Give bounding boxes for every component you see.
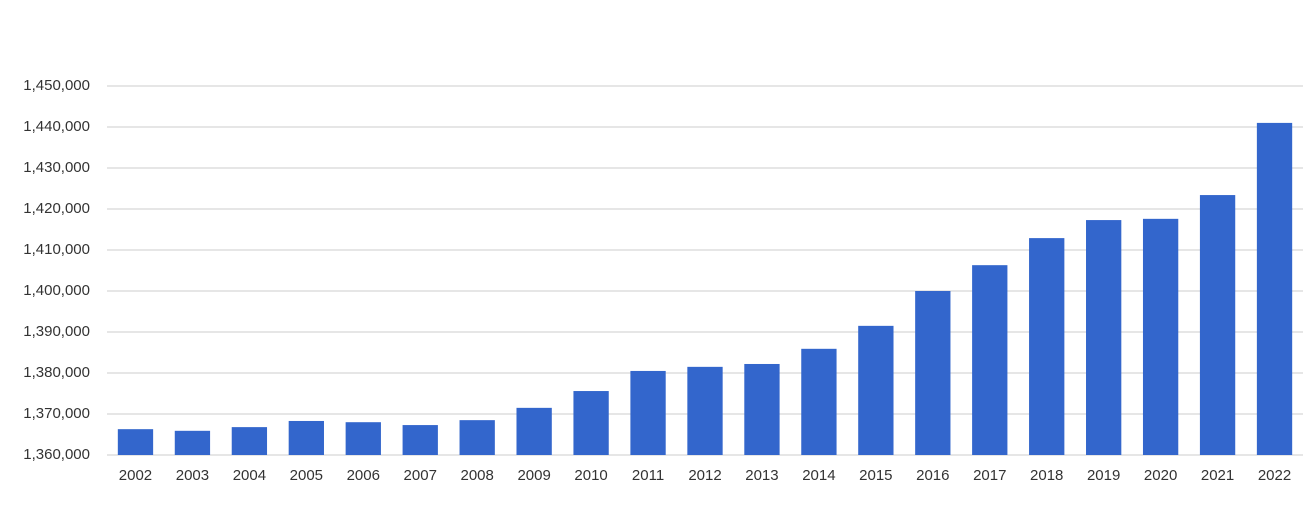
bar	[345, 422, 381, 455]
x-tick-label: 2017	[973, 467, 1006, 484]
bar	[117, 429, 154, 455]
bar	[801, 348, 837, 455]
y-tick-label: 1,420,000	[23, 200, 90, 217]
bar	[915, 291, 951, 455]
bar	[402, 425, 438, 455]
bar	[573, 391, 609, 455]
y-tick-label: 1,430,000	[23, 159, 90, 176]
y-tick-label: 1,380,000	[23, 364, 90, 381]
x-tick-label: 2008	[461, 467, 494, 484]
x-tick-label: 2016	[916, 467, 949, 484]
y-tick-label: 1,410,000	[23, 241, 90, 258]
bar	[1142, 218, 1179, 455]
y-tick-label: 1,400,000	[23, 282, 90, 299]
bar	[744, 363, 780, 455]
x-tick-label: 2002	[119, 467, 152, 484]
bar	[1256, 122, 1293, 456]
bar	[687, 366, 723, 455]
x-tick-label: 2022	[1258, 467, 1291, 484]
x-tick-label: 2009	[517, 467, 550, 484]
x-tick-label: 2006	[347, 467, 380, 484]
bar	[858, 325, 894, 455]
bar	[459, 420, 495, 455]
x-tick-label: 2004	[233, 467, 266, 484]
bar	[972, 265, 1008, 455]
y-tick-label: 1,440,000	[23, 118, 90, 135]
bar	[288, 420, 324, 455]
y-tick-label: 1,360,000	[23, 446, 90, 463]
bar	[1086, 220, 1122, 455]
bar	[231, 427, 268, 455]
x-tick-label: 2007	[404, 467, 437, 484]
x-tick-label: 2005	[290, 467, 323, 484]
y-tick-label: 1,370,000	[23, 405, 90, 422]
bar	[1199, 195, 1236, 455]
x-tick-label: 2021	[1201, 467, 1234, 484]
bar	[516, 407, 552, 455]
bar	[1029, 238, 1065, 455]
x-tick-label: 2011	[632, 467, 664, 484]
x-tick-label: 2015	[859, 467, 892, 484]
x-tick-label: 2018	[1030, 467, 1063, 484]
x-tick-label: 2012	[688, 467, 721, 484]
bar	[630, 370, 666, 455]
x-tick-label: 2019	[1087, 467, 1120, 484]
x-tick-label: 2010	[574, 467, 607, 484]
x-tick-label: 2014	[802, 467, 835, 484]
x-tick-label: 2013	[745, 467, 778, 484]
bar	[174, 430, 211, 455]
y-tick-label: 1,390,000	[23, 323, 90, 340]
x-tick-label: 2020	[1144, 467, 1177, 484]
y-tick-label: 1,450,000	[23, 77, 90, 94]
x-tick-label: 2003	[176, 467, 209, 484]
